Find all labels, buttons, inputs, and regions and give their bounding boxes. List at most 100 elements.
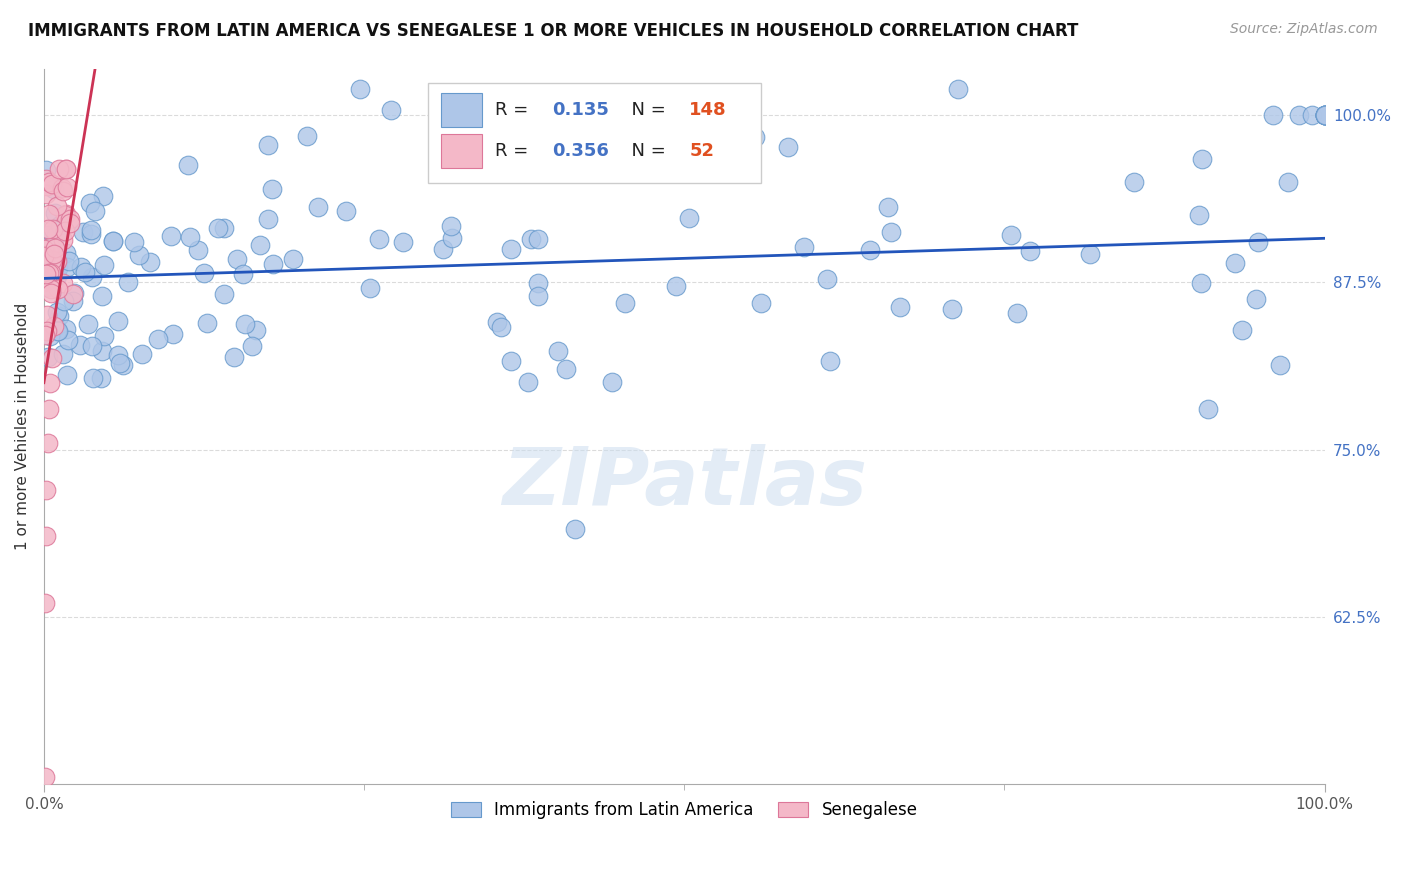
Point xyxy=(41,253,63,268)
Point xyxy=(38,271,60,285)
Text: R =: R = xyxy=(495,101,534,119)
Point xyxy=(1313,108,1336,122)
Point xyxy=(877,200,900,214)
Point xyxy=(335,204,357,219)
Point xyxy=(79,195,101,210)
Point xyxy=(34,770,56,784)
Point xyxy=(32,242,55,256)
Point xyxy=(91,344,114,359)
Point xyxy=(367,232,389,246)
Point xyxy=(59,212,82,227)
Point xyxy=(39,285,62,300)
Point xyxy=(35,163,58,178)
Point xyxy=(946,81,969,95)
Point xyxy=(45,254,67,268)
Point xyxy=(307,200,329,214)
Point xyxy=(103,234,125,248)
Text: ZIPatlas: ZIPatlas xyxy=(502,444,866,523)
Point xyxy=(257,137,280,152)
Point xyxy=(256,211,278,226)
Point xyxy=(889,301,911,315)
Point xyxy=(38,175,60,189)
Point xyxy=(53,224,76,238)
Point xyxy=(93,258,115,272)
Point xyxy=(48,309,70,323)
Point xyxy=(53,208,76,222)
Point xyxy=(52,233,75,247)
Point xyxy=(1123,175,1146,189)
Point xyxy=(820,354,842,368)
Point xyxy=(46,261,69,276)
Point xyxy=(160,229,183,244)
Point xyxy=(37,308,59,322)
Point xyxy=(91,288,114,302)
Point xyxy=(1188,208,1211,222)
Point xyxy=(111,358,134,372)
Point xyxy=(59,216,82,230)
Point xyxy=(240,339,263,353)
Point xyxy=(526,231,548,245)
Point xyxy=(45,228,67,243)
Point xyxy=(880,225,903,239)
Point xyxy=(82,371,104,385)
Point xyxy=(35,529,58,543)
Point xyxy=(212,286,235,301)
Point xyxy=(441,231,464,245)
Point xyxy=(815,271,838,285)
Point xyxy=(1197,401,1219,416)
Point xyxy=(1005,305,1028,319)
Point xyxy=(62,287,84,301)
Point xyxy=(555,362,578,376)
Point xyxy=(520,232,543,246)
Point xyxy=(1263,108,1285,122)
Point xyxy=(45,269,67,284)
Point xyxy=(37,227,59,242)
Text: 148: 148 xyxy=(689,101,727,119)
Point xyxy=(1232,323,1254,337)
Point xyxy=(42,319,65,334)
Point xyxy=(55,161,77,176)
Point xyxy=(45,305,67,319)
Point xyxy=(34,275,56,289)
Point xyxy=(432,242,454,256)
Point xyxy=(941,301,963,316)
Point xyxy=(516,375,538,389)
Point xyxy=(35,483,58,497)
Text: Source: ZipAtlas.com: Source: ZipAtlas.com xyxy=(1230,22,1378,37)
Point xyxy=(46,324,69,338)
Point xyxy=(44,230,66,244)
Point xyxy=(39,376,62,390)
Point xyxy=(547,344,569,359)
Point xyxy=(128,248,150,262)
Point xyxy=(38,402,60,417)
Point xyxy=(56,334,79,348)
Point xyxy=(600,376,623,390)
Point xyxy=(51,277,73,291)
Point xyxy=(1313,108,1336,122)
Point xyxy=(39,266,62,280)
Point xyxy=(193,266,215,280)
Point xyxy=(35,325,58,339)
Point xyxy=(73,265,96,279)
Point xyxy=(392,235,415,249)
Point xyxy=(1225,256,1247,270)
Bar xyxy=(441,134,482,168)
Point xyxy=(46,199,69,213)
Point xyxy=(35,267,58,281)
Point xyxy=(1018,244,1040,258)
Point xyxy=(80,338,103,352)
Point xyxy=(80,222,103,236)
Point xyxy=(1268,359,1291,373)
Point xyxy=(1313,108,1336,122)
Point xyxy=(51,181,73,195)
Point xyxy=(776,140,799,154)
Point xyxy=(665,279,688,293)
Point xyxy=(1189,276,1212,290)
Point xyxy=(41,351,63,365)
Point xyxy=(69,338,91,352)
Y-axis label: 1 or more Vehicles in Household: 1 or more Vehicles in Household xyxy=(15,302,30,549)
Point xyxy=(42,182,65,196)
Point xyxy=(195,317,218,331)
Point xyxy=(55,161,77,176)
Point xyxy=(49,218,72,232)
